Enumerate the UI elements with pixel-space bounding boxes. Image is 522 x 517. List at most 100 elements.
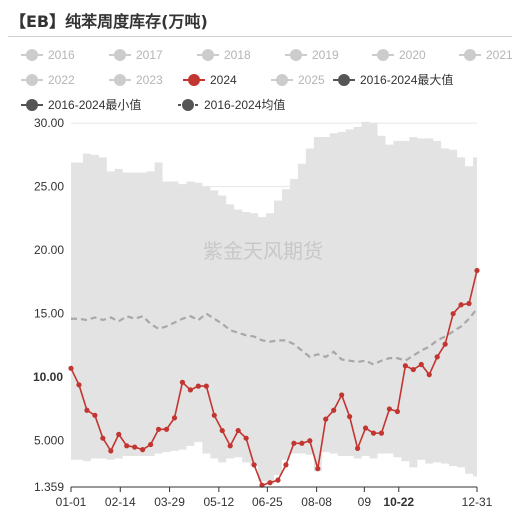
point-2024: [354, 445, 361, 451]
legend-label: 2023: [136, 73, 163, 87]
x-tick-label: 06-25: [252, 495, 283, 509]
point-2024: [370, 430, 377, 436]
legend-marker: [26, 74, 38, 86]
legend-label: 2016-2024最小值: [48, 97, 141, 112]
legend-item-2023[interactable]: 2023: [109, 73, 163, 87]
x-tick-label: 02-14: [105, 495, 136, 509]
legend-label: 2019: [312, 48, 339, 62]
y-tick-label: 20.00: [34, 243, 64, 257]
y-tick-label: 15.00: [34, 307, 64, 321]
point-2024: [187, 387, 194, 393]
point-2024: [450, 311, 456, 317]
legend-item-2018[interactable]: 2018: [197, 48, 251, 62]
point-2024: [171, 415, 178, 421]
point-2024: [347, 413, 353, 420]
series-lines: [68, 267, 480, 488]
point-2024: [195, 383, 201, 389]
y-tick-label: 10.00: [33, 370, 63, 384]
legend-item-2019[interactable]: 2019: [285, 48, 339, 62]
point-2024: [394, 408, 400, 415]
y-tick-label: 5.000: [34, 434, 64, 448]
point-2024: [155, 426, 162, 432]
point-2024: [410, 366, 416, 373]
point-2024: [426, 372, 432, 378]
legend-item-2016-2024-[interactable]: 2016-2024最小值: [21, 97, 141, 112]
legend-label: 2021: [486, 48, 513, 62]
legend-label: 2018: [224, 48, 251, 62]
point-2024: [315, 466, 321, 472]
x-tick-label: 01-01: [56, 495, 87, 509]
min-max-band: [71, 121, 477, 484]
x-tick-label: 08-08: [301, 495, 332, 509]
legend-label: 2017: [136, 48, 163, 62]
legend-label: 2022: [48, 73, 75, 87]
point-2024: [402, 363, 408, 369]
point-2024: [434, 354, 440, 360]
point-2024: [307, 438, 313, 444]
point-2024: [84, 407, 90, 413]
legend-marker: [188, 74, 200, 86]
legend-label: 2016: [48, 48, 75, 62]
point-2024: [124, 443, 130, 449]
y-tick-label: 1.359: [34, 480, 64, 494]
point-2024: [362, 425, 369, 431]
chart-title: 【EB】纯苯周度库存(万吨): [10, 12, 208, 31]
x-tick-label: 09: [358, 495, 372, 509]
point-2024: [235, 427, 241, 434]
point-2024: [179, 379, 186, 385]
series-line-2024: [70, 270, 478, 487]
point-2024: [275, 477, 281, 483]
point-2024: [132, 444, 138, 450]
point-2024: [267, 480, 273, 486]
legend-label: 2020: [399, 48, 426, 62]
legend-marker: [182, 99, 194, 111]
point-2024: [140, 447, 146, 453]
legend-label: 2016-2024最大值: [360, 72, 453, 87]
legend-item-2024[interactable]: 2024: [183, 73, 237, 87]
point-2024: [92, 412, 98, 418]
point-2024: [148, 441, 154, 448]
y-tick-label: 30.00: [34, 116, 64, 130]
point-2024: [474, 267, 480, 274]
title-divider: [8, 36, 512, 37]
point-2024: [418, 361, 424, 368]
legend-item-2016[interactable]: 2016: [21, 48, 75, 62]
legend-item-2016-2024-[interactable]: 2016-2024最大值: [333, 72, 453, 87]
legend-item-2017[interactable]: 2017: [109, 48, 163, 62]
point-2024: [68, 365, 74, 371]
x-tick-label: 03-29: [154, 495, 185, 509]
legend-item-2021[interactable]: 2021: [459, 48, 513, 62]
watermark-text: 紫金天风期货: [203, 239, 323, 263]
legend: 2016 2017 2018 2019 2020 2021 2022 2023 2024 2025…: [21, 48, 513, 112]
point-2024: [108, 448, 114, 454]
legend-item-2020[interactable]: 2020: [372, 48, 426, 62]
point-2024: [339, 392, 345, 398]
point-2024: [100, 435, 106, 441]
legend-marker: [202, 49, 214, 61]
point-2024: [442, 341, 448, 347]
point-2024: [163, 426, 170, 432]
point-2024: [378, 430, 385, 436]
x-tick-label: 12-31: [462, 495, 493, 509]
legend-marker: [377, 49, 389, 61]
point-2024: [211, 412, 217, 418]
point-2024: [466, 300, 472, 307]
series-line-2016-2024-mean: [71, 307, 478, 366]
point-2024: [291, 440, 297, 446]
point-2024: [283, 462, 289, 468]
legend-marker: [114, 49, 126, 61]
legend-item-2022[interactable]: 2022: [21, 73, 75, 87]
legend-item-2025[interactable]: 2025: [271, 73, 325, 87]
legend-marker: [338, 74, 350, 86]
point-2024: [299, 440, 305, 446]
legend-item-2016-2024-[interactable]: 2016-2024均值: [178, 97, 285, 112]
point-2024: [76, 382, 82, 388]
y-tick-label: 25.00: [34, 180, 64, 194]
x-tick-label: 10-22: [383, 495, 414, 509]
point-2024: [219, 427, 225, 434]
legend-label: 2024: [210, 73, 237, 87]
legend-marker: [464, 49, 476, 61]
legend-marker: [290, 49, 302, 61]
point-2024: [116, 431, 122, 437]
